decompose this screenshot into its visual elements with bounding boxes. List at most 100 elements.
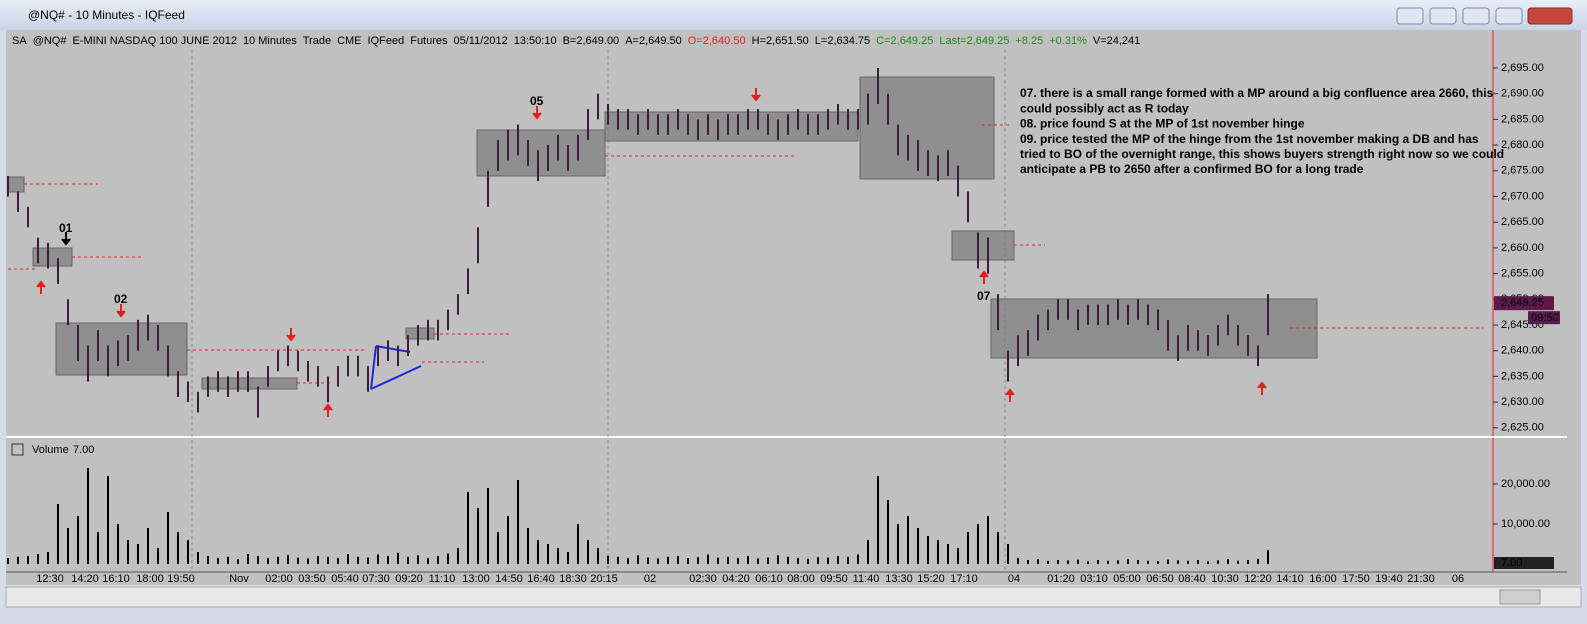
y-tick-label: 2,625.00 — [1501, 422, 1544, 434]
x-tick-label: 10:30 — [1211, 573, 1239, 585]
y-tick-label: 2,695.00 — [1501, 62, 1544, 74]
x-tick-label: 16:10 — [102, 573, 130, 585]
y-tick-label: 2,690.00 — [1501, 88, 1544, 100]
toolbar-item: 05/11/2012 — [454, 35, 508, 47]
y-tick-label: 2,660.00 — [1501, 242, 1544, 254]
toolbar-item: A=2,649.50 — [625, 35, 682, 47]
annotation-line: could possibly act as R today — [1020, 101, 1189, 115]
close-panel[interactable] — [11, 443, 24, 456]
toolbar — [6, 30, 1581, 50]
y-tick-label: 2,670.00 — [1501, 190, 1544, 202]
x-tick-label: 14:50 — [495, 573, 523, 585]
x-tick-label: 09:20 — [395, 573, 423, 585]
toolbar-item: 10 Minutes — [243, 35, 297, 47]
y-tick-label: 10,000.00 — [1501, 518, 1550, 530]
y-tick-label: 2,655.00 — [1501, 268, 1544, 280]
countdown: 09:50 — [1531, 312, 1559, 324]
last-price-label: 2,649.25 — [1501, 297, 1544, 309]
x-tick-label: 08:00 — [787, 573, 815, 585]
x-tick-label: 06:50 — [1146, 573, 1174, 585]
x-tick-label: 11:40 — [853, 573, 880, 585]
x-tick-label: 03:10 — [1080, 573, 1108, 585]
x-tick-label: 02:30 — [689, 573, 717, 585]
triangle-pattern — [370, 345, 422, 390]
x-tick-label: 19:40 — [1375, 573, 1403, 585]
x-tick-label: 18:00 — [136, 573, 164, 585]
toolbar-item: Trade — [303, 35, 331, 47]
title-bar — [0, 0, 1587, 30]
window-buttons[interactable] — [1396, 7, 1573, 25]
x-tick-label: 11:10 — [429, 573, 456, 585]
y-tick-label: 2,680.00 — [1501, 139, 1544, 151]
scroll-thumb[interactable] — [1499, 589, 1541, 605]
last-volume-label: 7.00 — [1501, 557, 1522, 569]
x-tick-label: 05:40 — [331, 573, 359, 585]
annotation-line: 08. price found S at the MP of 1st novem… — [1020, 117, 1305, 131]
scrollbar[interactable] — [5, 586, 1582, 608]
toolbar-item: IQFeed — [368, 35, 405, 47]
x-tick-label: 12:30 — [36, 573, 64, 585]
toolbar-item: H=2,651.50 — [752, 35, 809, 47]
x-tick-label: 02:00 — [265, 573, 293, 585]
x-tick-label: 20:15 — [590, 573, 618, 585]
toolbar-item: B=2,649.00 — [563, 35, 620, 47]
x-tick-label: 17:50 — [1342, 573, 1370, 585]
countdown-tag — [1528, 311, 1560, 325]
volume-title: Volume — [32, 444, 69, 456]
y-tick-label: 2,675.00 — [1501, 165, 1544, 177]
swing-label: 07 — [977, 289, 991, 303]
x-tick-label: 09:50 — [820, 573, 848, 585]
x-tick-label: 06:10 — [755, 573, 783, 585]
toolbar-item: @NQ# — [33, 35, 68, 47]
x-tick-label: 16:40 — [527, 573, 555, 585]
x-tick-label: Nov — [229, 573, 249, 585]
toolbar-text: SA @NQ# E-MINI NASDAQ 100 JUNE 2012 10 Minu… — [12, 35, 1140, 47]
annotation-line: anticipate a PB to 2650 after a confirme… — [1020, 162, 1364, 176]
y-tick-label: 2,665.00 — [1501, 216, 1544, 228]
x-tick-label: 16:00 — [1309, 573, 1337, 585]
toolbar-item: +8.25 — [1015, 35, 1043, 47]
y-tick-label: 2,685.00 — [1501, 113, 1544, 125]
y-tick-label: 20,000.00 — [1501, 478, 1550, 490]
toolbar-item: CME — [337, 35, 361, 47]
x-tick-label: 05:00 — [1113, 573, 1141, 585]
swing-label: 02 — [114, 292, 128, 306]
window-title: @NQ# - 10 Minutes - IQFeed — [28, 8, 185, 22]
x-tick-label: 02 — [644, 573, 656, 585]
annotation: 07. there is a small range formed with a… — [1020, 86, 1504, 176]
last-price-tag — [1494, 296, 1554, 311]
last-volume-tag — [1494, 556, 1554, 569]
volume-value: 7.00 — [73, 444, 94, 456]
x-tick-label: 13:00 — [462, 573, 490, 585]
x-tick-label: 15:20 — [917, 573, 945, 585]
toolbar-item: C=2,649.25 — [876, 35, 933, 47]
y-tick-label: 2,630.00 — [1501, 396, 1544, 408]
x-tick-label: 12:20 — [1244, 573, 1272, 585]
toolbar-item: O=2,640.50 — [688, 35, 746, 47]
toolbar-item: +0.31% — [1049, 35, 1087, 47]
level-lines — [8, 124, 1483, 384]
x-tick-label: 08:40 — [1178, 573, 1206, 585]
x-tick-label: 14:20 — [71, 573, 99, 585]
toolbar-item: SA — [12, 35, 27, 47]
x-tick-label: 04 — [1008, 573, 1020, 585]
x-tick-label: 19:50 — [167, 573, 195, 585]
x-tick-label: 14:10 — [1276, 573, 1304, 585]
toolbar-item: Futures — [410, 35, 448, 47]
x-tick-label: 17:10 — [950, 573, 978, 585]
toolbar-item: E-MINI NASDAQ 100 JUNE 2012 — [72, 35, 236, 47]
arrows — [36, 88, 1267, 417]
toolbar-item: L=2,634.75 — [815, 35, 870, 47]
annotation-line: 07. there is a small range formed with a… — [1020, 86, 1494, 100]
x-tick-label: 07:30 — [362, 573, 390, 585]
annotation-line: tried to BO of the overnight range, this… — [1020, 147, 1504, 161]
x-tick-label: 13:30 — [885, 573, 913, 585]
y-tick-label: 2,640.00 — [1501, 345, 1544, 357]
x-tick-label: 21:30 — [1407, 573, 1435, 585]
x-tick-label: 06 — [1452, 573, 1464, 585]
swing-label: 01 — [59, 221, 73, 235]
x-tick-label: 01:20 — [1047, 573, 1075, 585]
toolbar-item: V=24,241 — [1093, 35, 1140, 47]
